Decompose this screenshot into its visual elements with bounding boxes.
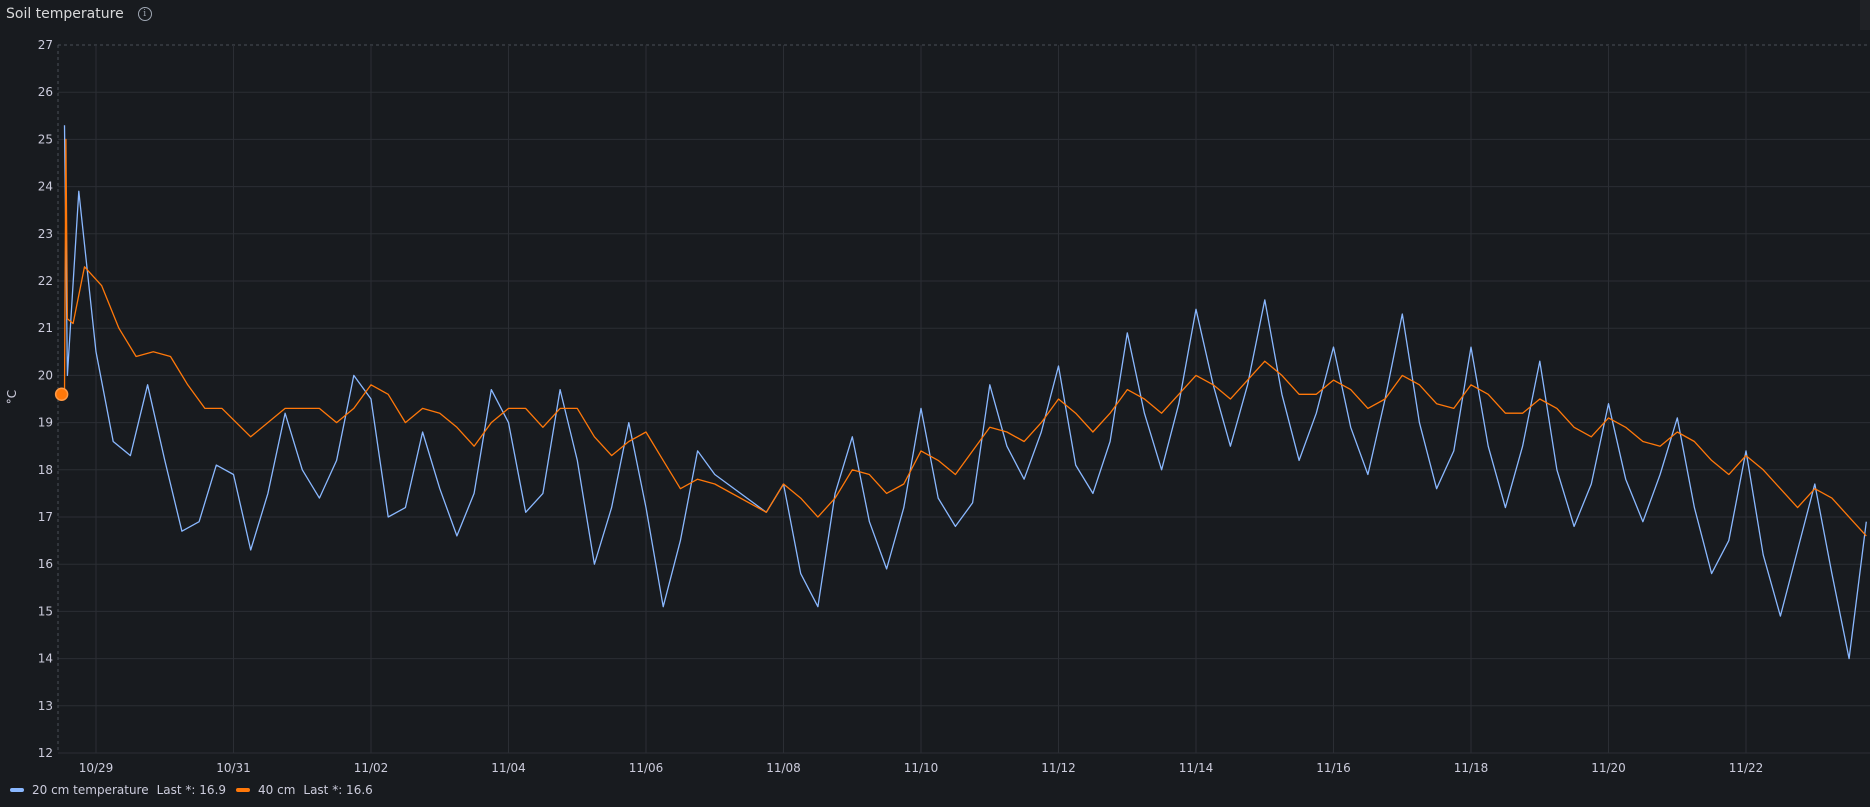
x-tick-label: 11/22	[1729, 761, 1764, 775]
series-line-20cm[interactable]	[63, 125, 1867, 660]
x-tick-label: 11/18	[1454, 761, 1489, 775]
chart-points	[54, 387, 69, 402]
legend-swatch-40cm	[236, 788, 251, 792]
x-tick-label: 11/20	[1591, 761, 1626, 775]
legend-label-40cm: 40 cm	[258, 783, 296, 797]
x-axis-ticks: 10/29 10/31 11/02 11/04 11/06 11/08 11/10 11/12…	[79, 761, 1764, 775]
y-tick-label: 15	[38, 604, 53, 618]
series-line-40cm[interactable]	[61, 138, 1867, 537]
x-tick-label: 11/16	[1316, 761, 1351, 775]
y-tick-label: 24	[38, 180, 53, 194]
x-tick-label: 11/14	[1179, 761, 1214, 775]
y-axis-ticks: 27 26 25 24 23 22 21 20 19 18 17 16 15 14 13 12	[38, 38, 53, 760]
legend: 20 cm temperature Last *: 16.9 40 cm Las…	[10, 782, 383, 798]
panel-corner	[1860, 0, 1870, 30]
legend-last-40cm: Last *: 16.6	[303, 783, 373, 797]
y-tick-label: 23	[38, 227, 53, 241]
y-tick-label: 21	[38, 321, 53, 335]
legend-label-20cm: 20 cm temperature	[32, 783, 149, 797]
panel-header: Soil temperature i	[0, 0, 1870, 28]
y-tick-label: 14	[38, 652, 53, 666]
y-tick-label: 12	[38, 746, 53, 760]
chart-series	[61, 125, 1867, 660]
panel-title[interactable]: Soil temperature	[6, 6, 124, 22]
x-tick-label: 11/02	[354, 761, 389, 775]
y-tick-label: 19	[38, 416, 53, 430]
info-circle-icon[interactable]: i	[137, 7, 152, 21]
legend-item-40cm[interactable]: 40 cm Last *: 16.6	[236, 783, 373, 797]
y-axis-label: °C	[5, 390, 19, 404]
x-tick-label: 11/12	[1041, 761, 1076, 775]
y-tick-label: 20	[38, 368, 53, 382]
legend-item-20cm[interactable]: 20 cm temperature Last *: 16.9	[10, 783, 226, 797]
y-tick-label: 16	[38, 557, 53, 571]
legend-last-20cm: Last *: 16.9	[156, 783, 227, 797]
x-tick-label: 11/04	[491, 761, 526, 775]
x-tick-label: 11/08	[766, 761, 801, 775]
y-tick-label: 25	[38, 132, 53, 146]
y-tick-label: 22	[38, 274, 53, 288]
y-tick-label: 18	[38, 463, 53, 477]
x-tick-label: 10/31	[216, 761, 251, 775]
y-tick-label: 27	[38, 38, 53, 52]
y-tick-label: 26	[38, 85, 53, 99]
chart-grid	[57, 44, 1870, 754]
y-tick-label: 17	[38, 510, 53, 524]
legend-swatch-20cm	[10, 788, 24, 792]
y-tick-label: 13	[38, 699, 53, 713]
x-tick-label: 11/06	[629, 761, 664, 775]
x-tick-label: 10/29	[79, 761, 114, 775]
hover-point[interactable]	[54, 387, 69, 402]
x-tick-label: 11/10	[904, 761, 939, 775]
